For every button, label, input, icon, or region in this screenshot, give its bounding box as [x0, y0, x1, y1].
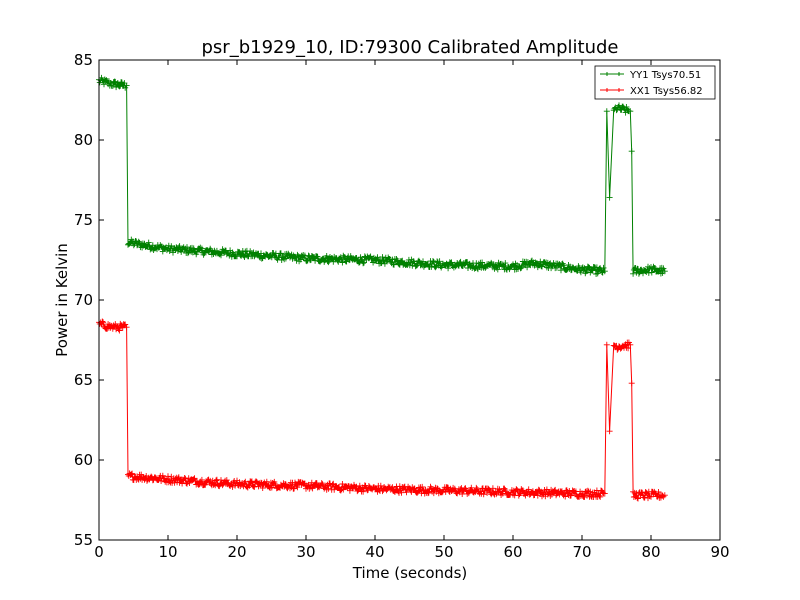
series-line: [98, 320, 666, 500]
legend-entry-yy1: YY1 Tsys70.51: [600, 70, 701, 81]
legend-box: [594, 65, 716, 100]
x-tick-label: 80: [641, 543, 660, 561]
x-axis-label: Time (seconds): [352, 564, 468, 582]
y-tick-label: 75: [74, 211, 93, 229]
series-yy1: [96, 74, 668, 277]
x-tick-label: 90: [710, 543, 729, 561]
legend-label-yy1: YY1 Tsys70.51: [629, 70, 701, 81]
legend-marker-xx1: [605, 88, 621, 92]
series-markers: [96, 318, 668, 502]
y-tick-label: 80: [74, 131, 93, 149]
y-tick-label: 65: [74, 371, 93, 389]
y-tick-label: 85: [74, 51, 93, 69]
x-tick-label: 40: [365, 543, 384, 561]
x-tick-label: 20: [227, 543, 246, 561]
y-tick-label: 60: [74, 451, 93, 469]
legend-entry-xx1: XX1 Tsys56.82: [600, 86, 703, 97]
x-tick-label: 30: [296, 543, 315, 561]
chart-title: psr_b1929_10, ID:79300 Calibrated Amplit…: [202, 37, 619, 58]
x-tick-label: 10: [158, 543, 177, 561]
x-tick-label: 0: [94, 543, 104, 561]
plot-frame: [98, 59, 721, 541]
x-tick-label: 60: [503, 543, 522, 561]
ticks-layer: 0 10 20 30 40 50 60 70 80 90 55 60 65 70 75 80 85: [74, 51, 730, 561]
series-markers: [96, 74, 668, 277]
y-axis-label: Power in Kelvin: [53, 243, 71, 357]
x-tick-label: 70: [572, 543, 591, 561]
legend: YY1 Tsys70.51 XX1 Tsys56.82: [594, 65, 716, 100]
y-tick-label: 70: [74, 291, 93, 309]
x-tick-label: 50: [434, 543, 453, 561]
legend-marker-yy1: [605, 72, 621, 76]
series-layer: [96, 74, 668, 502]
legend-label-xx1: XX1 Tsys56.82: [630, 86, 703, 97]
y-tick-label: 55: [74, 531, 93, 549]
series-xx1: [96, 318, 668, 502]
